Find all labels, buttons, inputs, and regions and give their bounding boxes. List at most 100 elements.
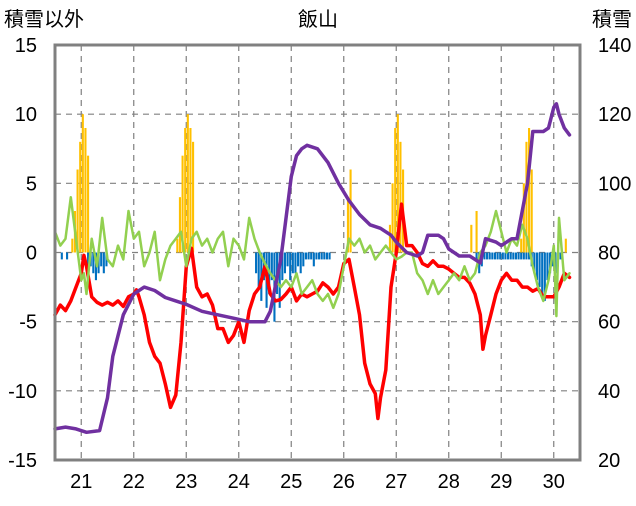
snow-loss-bar bbox=[501, 252, 504, 260]
snow-loss-bar bbox=[102, 252, 105, 274]
snow-loss-bar bbox=[520, 252, 523, 260]
snow-loss-bar bbox=[66, 252, 69, 260]
snowfall-bar bbox=[79, 141, 82, 253]
snow-loss-bar bbox=[328, 252, 331, 260]
left-tick-label: 10 bbox=[15, 104, 37, 126]
snow-loss-bar bbox=[325, 252, 328, 260]
snow-loss-bar bbox=[533, 252, 536, 274]
snow-loss-bar bbox=[541, 252, 544, 294]
snowfall-bar bbox=[388, 224, 391, 253]
snow-loss-bar bbox=[312, 252, 315, 267]
snow-loss-bar bbox=[297, 252, 300, 267]
snow-loss-bar bbox=[528, 252, 531, 260]
snowfall-bar bbox=[87, 155, 90, 253]
right-tick-label: 20 bbox=[598, 450, 620, 472]
left-tick-label: -10 bbox=[8, 381, 37, 403]
snowfall-bar bbox=[184, 128, 187, 253]
snowfall-bar bbox=[349, 169, 352, 253]
snowfall-bar bbox=[530, 169, 533, 253]
snow-loss-bar bbox=[281, 252, 284, 281]
snow-loss-bar bbox=[294, 252, 297, 274]
left-tick-label: 0 bbox=[26, 243, 37, 265]
snow-loss-bar bbox=[488, 252, 491, 260]
snow-loss-bar bbox=[525, 252, 528, 260]
chart-title: 飯山 bbox=[298, 8, 338, 31]
x-tick-label: 23 bbox=[175, 471, 197, 493]
snow-loss-bar bbox=[92, 252, 95, 274]
snow-loss-bar bbox=[493, 252, 496, 260]
snow-loss-bar bbox=[307, 252, 310, 260]
snowfall-bar bbox=[81, 114, 84, 253]
snowfall-bar bbox=[475, 211, 478, 253]
snow-loss-bar bbox=[315, 252, 318, 260]
snow-loss-bar bbox=[483, 252, 486, 260]
snowfall-bar bbox=[176, 238, 179, 253]
snow-loss-bar bbox=[546, 252, 549, 281]
snowfall-bar bbox=[396, 114, 399, 253]
x-tick-label: 22 bbox=[123, 471, 145, 493]
snow-loss-bar bbox=[318, 252, 321, 260]
snowfall-bar bbox=[520, 238, 523, 253]
snow-loss-bar bbox=[283, 252, 286, 274]
left-tick-label: 5 bbox=[26, 173, 37, 195]
snow-loss-bar bbox=[320, 252, 323, 260]
snowfall-bar bbox=[71, 238, 74, 253]
snowfall-bar bbox=[528, 128, 531, 253]
snow-loss-bar bbox=[323, 252, 326, 260]
snow-loss-bar bbox=[60, 252, 63, 260]
snow-loss-bar bbox=[475, 252, 478, 260]
snow-loss-bar bbox=[255, 252, 258, 274]
snow-loss-bar bbox=[543, 252, 546, 301]
plot-frame bbox=[53, 43, 582, 462]
right-tick-label: 40 bbox=[598, 381, 620, 403]
snow-loss-bar bbox=[486, 252, 489, 260]
snow-loss-bar bbox=[291, 252, 294, 274]
axis-label-layer: 15 10 5 0 -5 -10 -15 140 120 100 80 60 40 20 21 22 23 24 2… bbox=[8, 35, 631, 493]
x-tick-label: 29 bbox=[490, 471, 512, 493]
snow-loss-bar bbox=[512, 252, 515, 260]
snow-loss-bar bbox=[538, 252, 541, 288]
snowfall-bar bbox=[192, 141, 195, 253]
snow-loss-bar bbox=[514, 252, 517, 260]
snow-loss-bar bbox=[509, 252, 512, 260]
left-axis-label: 積雪以外 bbox=[4, 8, 84, 31]
snow-loss-bar bbox=[304, 252, 307, 260]
x-tick-label: 27 bbox=[385, 471, 407, 493]
x-tick-label: 26 bbox=[333, 471, 355, 493]
snow-loss-bar bbox=[491, 252, 494, 260]
snowfall-bar bbox=[399, 141, 402, 253]
snowfall-bar bbox=[346, 197, 349, 253]
right-axis-label: 積雪 bbox=[592, 8, 632, 31]
temperature-line bbox=[53, 202, 572, 421]
right-tick-label: 80 bbox=[598, 243, 620, 265]
x-tick-label: 21 bbox=[70, 471, 92, 493]
snowfall-bar bbox=[84, 128, 87, 253]
snowfall-bar bbox=[522, 183, 525, 253]
snowfall-bar bbox=[470, 224, 473, 253]
snowfall-bar bbox=[181, 155, 184, 253]
line-layer bbox=[53, 102, 572, 435]
snow-loss-bar bbox=[100, 252, 103, 267]
right-tick-label: 100 bbox=[598, 173, 631, 195]
snow-loss-bar bbox=[535, 252, 538, 281]
snow-depth-line bbox=[53, 102, 572, 435]
left-tick-label: -5 bbox=[19, 312, 37, 334]
snow-loss-bar bbox=[517, 252, 520, 260]
snow-loss-bar bbox=[499, 252, 502, 260]
snowfall-bar bbox=[186, 114, 189, 253]
snowfall-bar bbox=[76, 169, 79, 253]
snow-loss-bar bbox=[302, 252, 305, 267]
right-tick-label: 120 bbox=[598, 104, 631, 126]
snow-loss-bar bbox=[257, 252, 260, 288]
snowfall-bar bbox=[189, 128, 192, 253]
right-tick-label: 140 bbox=[598, 35, 631, 57]
snow-loss-bar bbox=[286, 252, 289, 267]
snow-loss-bar bbox=[278, 252, 281, 308]
snowfall-bar bbox=[564, 238, 567, 253]
snow-loss-bar bbox=[270, 252, 273, 281]
snow-loss-bar bbox=[504, 252, 507, 260]
snow-loss-bar bbox=[559, 252, 562, 260]
left-tick-label: -15 bbox=[8, 450, 37, 472]
x-tick-label: 24 bbox=[228, 471, 250, 493]
